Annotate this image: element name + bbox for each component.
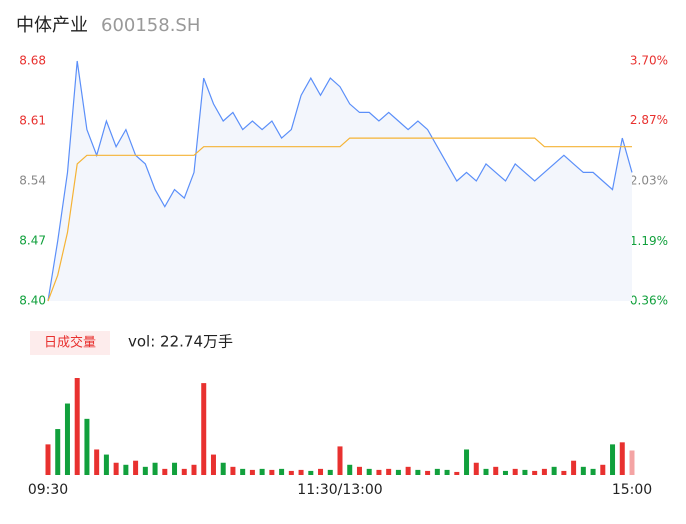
volume-bar [366, 468, 372, 475]
volume-bar [464, 449, 470, 475]
volume-bar [327, 469, 333, 475]
volume-bar [308, 470, 314, 475]
y2-tick-label: 0.36% [630, 294, 668, 308]
volume-bar [162, 468, 168, 475]
volume-bar [483, 468, 489, 475]
volume-text: vol: 22.74万手 [128, 333, 233, 351]
volume-bar [629, 450, 635, 475]
stock-name: 中体产业 [16, 15, 88, 36]
volume-bar [405, 466, 411, 475]
volume-bar [337, 446, 343, 475]
volume-bar [318, 468, 324, 475]
volume-bar [84, 418, 90, 475]
volume-bar [74, 378, 80, 475]
volume-bar [619, 442, 625, 475]
y-tick-label: 8.61 [19, 114, 46, 128]
volume-bar [172, 462, 178, 475]
y-tick-label: 8.40 [19, 294, 46, 308]
volume-bar [123, 464, 129, 475]
y2-tick-label: 1.19% [630, 234, 668, 248]
volume-bar [64, 403, 70, 475]
volume-bar [356, 466, 362, 475]
volume-bar [240, 468, 246, 475]
volume-bar [444, 469, 450, 475]
volume-bar [55, 429, 61, 475]
volume-bar [181, 468, 187, 475]
x-tick-label: 09:30 [28, 482, 68, 498]
volume-bar [512, 468, 518, 475]
volume-bar [386, 468, 392, 475]
volume-bar [580, 466, 586, 475]
volume-bar [610, 444, 616, 475]
volume-badge [30, 331, 110, 355]
x-tick-label: 15:00 [612, 482, 652, 498]
volume-bar [210, 454, 216, 475]
volume-badge-text: 日成交量 [44, 335, 96, 351]
y2-tick-label: 2.03% [630, 174, 668, 188]
y2-tick-label: 2.87% [630, 113, 668, 127]
volume-bar [259, 468, 265, 475]
volume-bar [288, 470, 294, 475]
volume-bar [454, 471, 460, 475]
volume-bar [347, 464, 353, 475]
x-tick-label: 11:30/13:00 [297, 482, 382, 498]
volume-bar [201, 383, 207, 475]
volume-bar [191, 464, 197, 475]
volume-bar [522, 469, 528, 475]
y2-tick-label: 3.70% [630, 54, 668, 68]
volume-bar [532, 470, 538, 475]
stock-code: 600158.SH [101, 15, 200, 36]
avg-line [47, 137, 632, 302]
volume-bar [298, 469, 304, 475]
volume-bar [502, 470, 508, 475]
price-line [47, 60, 633, 302]
volume-bar [376, 469, 382, 475]
volume-bar [571, 460, 577, 475]
y-tick-label: 8.68 [19, 54, 46, 68]
volume-bar [113, 462, 119, 475]
volume-bar [561, 470, 567, 475]
volume-bar [541, 468, 547, 475]
volume-bar [395, 469, 401, 475]
volume-bar [152, 462, 158, 475]
volume-bar [269, 469, 275, 475]
volume-bar [551, 466, 557, 475]
volume-bar [434, 468, 440, 475]
volume-bar [142, 466, 148, 475]
volume-bar [473, 462, 479, 475]
volume-bar [415, 469, 421, 475]
volume-bar [600, 464, 606, 475]
volume-bar [425, 470, 431, 475]
volume-bar [249, 469, 255, 475]
volume-bar [103, 454, 109, 475]
volume-bar [493, 466, 499, 475]
price-area [48, 61, 632, 301]
y-tick-label: 8.54 [19, 174, 46, 188]
volume-bar [590, 468, 596, 475]
volume-bar [45, 444, 51, 475]
y-tick-label: 8.47 [19, 234, 46, 248]
volume-bar [230, 466, 236, 475]
volume-bar [279, 468, 285, 475]
volume-bar [133, 460, 139, 475]
volume-bar [94, 449, 100, 475]
volume-bar [220, 462, 226, 475]
